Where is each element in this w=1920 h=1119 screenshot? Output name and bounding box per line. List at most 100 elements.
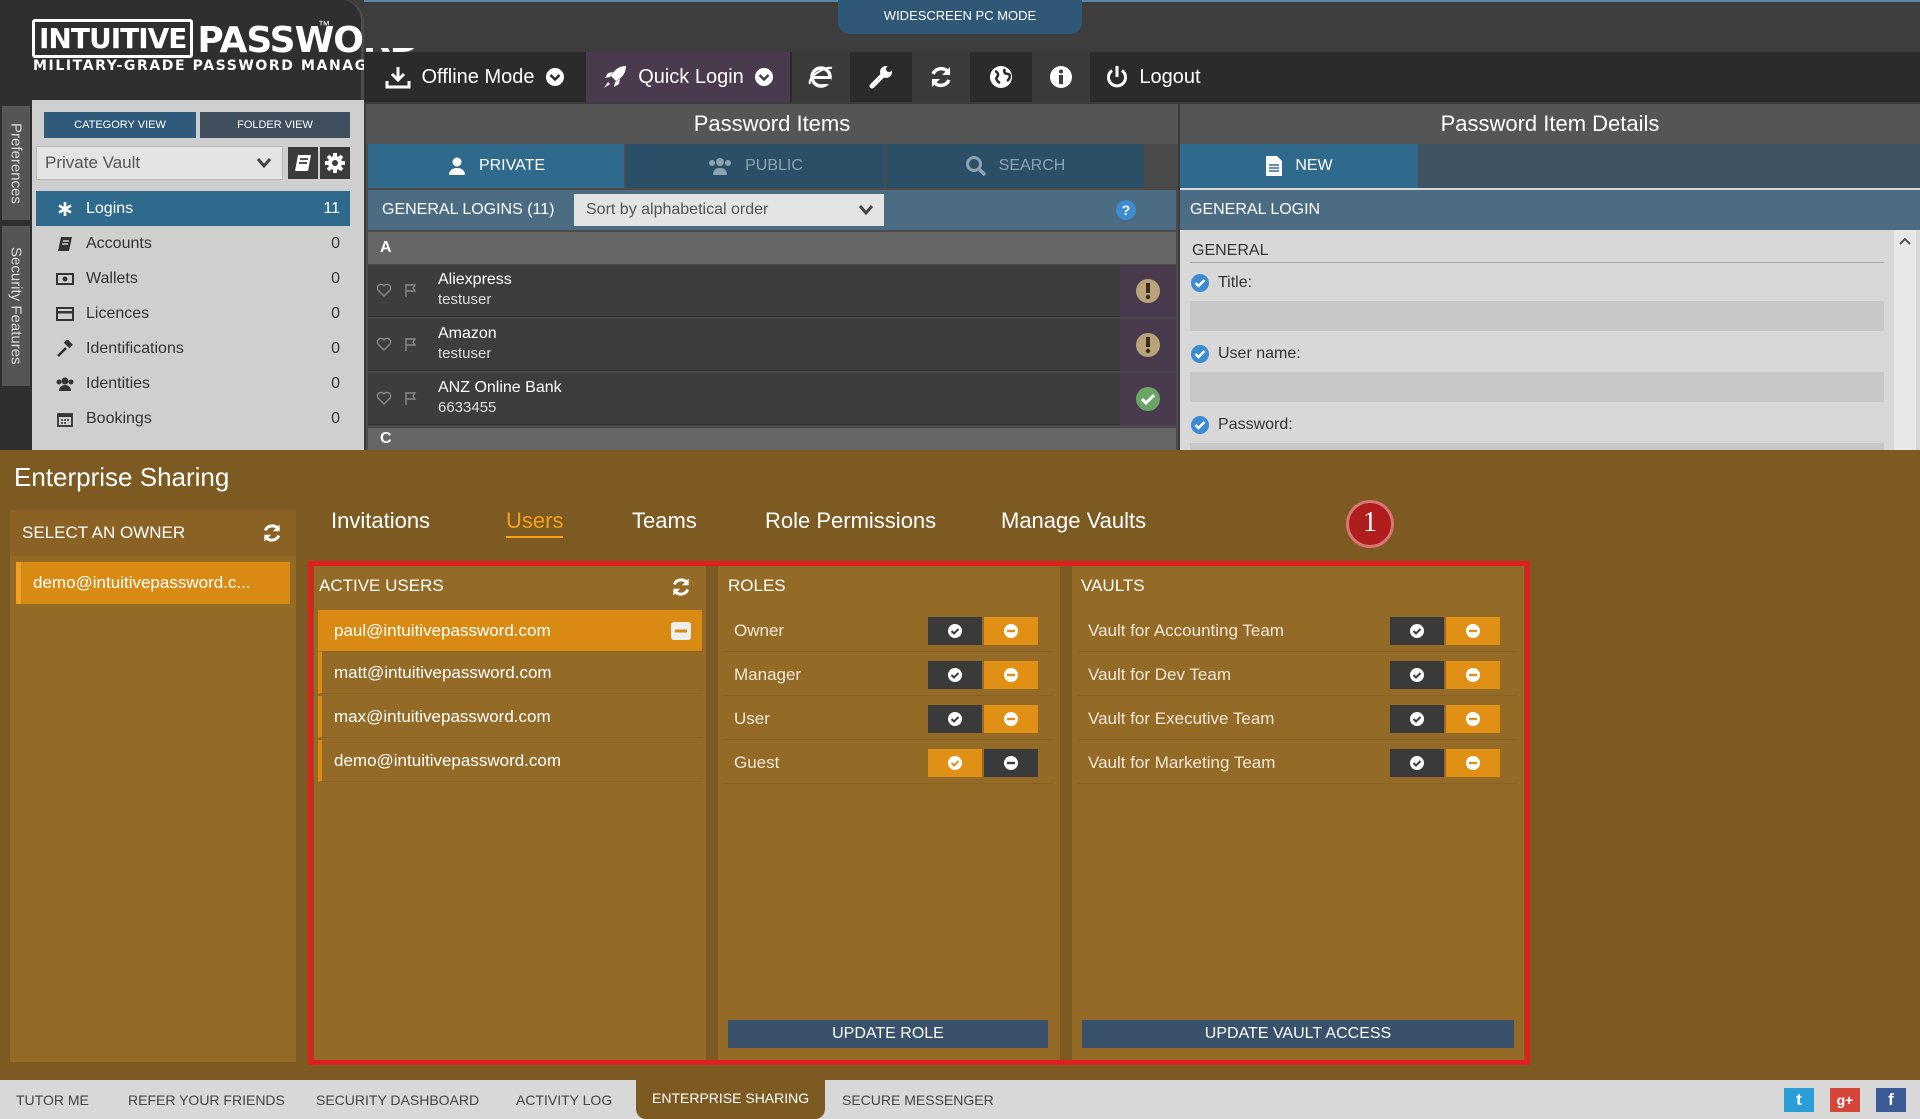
security-features-tab[interactable]: Security Features bbox=[2, 226, 30, 386]
password-row-aliexpress[interactable]: Aliexpress testuser bbox=[368, 265, 1176, 317]
role-deny-toggle[interactable] bbox=[984, 705, 1038, 733]
new-item-tab[interactable]: NEW bbox=[1180, 144, 1418, 188]
vault-allow-toggle[interactable] bbox=[1390, 661, 1444, 689]
vault-allow-toggle[interactable] bbox=[1390, 617, 1444, 645]
role-deny-toggle[interactable] bbox=[984, 617, 1038, 645]
password-row-amazon[interactable]: Amazon testuser bbox=[368, 319, 1176, 371]
vault-deny-toggle[interactable] bbox=[1446, 661, 1500, 689]
heart-icon[interactable] bbox=[376, 391, 392, 405]
heart-icon[interactable] bbox=[376, 337, 392, 351]
title-label: Title: bbox=[1190, 273, 1252, 293]
password-input[interactable] bbox=[1190, 443, 1884, 450]
category-logins[interactable]: Logins 11 bbox=[36, 191, 350, 226]
flag-icon[interactable] bbox=[404, 337, 418, 351]
role-allow-toggle[interactable] bbox=[928, 705, 982, 733]
user-row-max[interactable]: max@intuitivepassword.com bbox=[318, 696, 702, 738]
category-wallets[interactable]: Wallets 0 bbox=[36, 261, 350, 296]
nav-activity-log[interactable]: ACTIVITY LOG bbox=[516, 1092, 613, 1108]
role-allow-toggle[interactable] bbox=[928, 661, 982, 689]
user-row-matt[interactable]: matt@intuitivepassword.com bbox=[318, 652, 702, 694]
update-role-button[interactable]: UPDATE ROLE bbox=[728, 1020, 1048, 1048]
nav-refer-friends[interactable]: REFER YOUR FRIENDS bbox=[128, 1092, 285, 1108]
item-name: Aliexpress bbox=[438, 271, 512, 288]
user-row-paul[interactable]: paul@intuitivepassword.com bbox=[318, 610, 702, 652]
category-accounts[interactable]: Accounts 0 bbox=[36, 226, 350, 261]
info-button[interactable] bbox=[1032, 52, 1090, 102]
notebook-button[interactable] bbox=[288, 147, 318, 179]
sync-button[interactable] bbox=[912, 52, 970, 102]
tab-search[interactable]: SEARCH bbox=[886, 144, 1144, 188]
logout-label: Logout bbox=[1139, 65, 1201, 88]
minus-square-icon[interactable] bbox=[670, 621, 692, 641]
book-icon bbox=[54, 236, 76, 252]
minus-circle-icon bbox=[1465, 623, 1481, 639]
role-deny-toggle[interactable] bbox=[984, 749, 1038, 777]
category-identities[interactable]: Identities 0 bbox=[36, 366, 350, 401]
browser-button[interactable] bbox=[792, 52, 850, 102]
vault-deny-toggle[interactable] bbox=[1446, 705, 1500, 733]
item-username: testuser bbox=[438, 345, 492, 362]
vault-allow-toggle[interactable] bbox=[1390, 749, 1444, 777]
tab-role-permissions[interactable]: Role Permissions bbox=[765, 508, 937, 533]
owner-item[interactable]: demo@intuitivepassword.c... bbox=[16, 562, 290, 604]
role-allow-toggle[interactable] bbox=[928, 617, 982, 645]
tab-search-label: SEARCH bbox=[998, 157, 1066, 174]
user-row-demo[interactable]: demo@intuitivepassword.com bbox=[318, 740, 702, 782]
offline-mode-button[interactable]: Offline Mode bbox=[366, 52, 584, 102]
quick-login-button[interactable]: Quick Login bbox=[586, 52, 790, 102]
tab-users[interactable]: Users bbox=[506, 508, 564, 538]
item-username: 6633455 bbox=[438, 399, 497, 416]
vault-allow-toggle[interactable] bbox=[1390, 705, 1444, 733]
role-allow-toggle[interactable] bbox=[928, 749, 982, 777]
password-row-anz[interactable]: ANZ Online Bank 6633455 bbox=[368, 373, 1176, 425]
role-name: Manager bbox=[734, 665, 802, 684]
widescreen-mode-tab[interactable]: WIDESCREEN PC MODE bbox=[838, 0, 1082, 34]
category-licences[interactable]: Licences 0 bbox=[36, 296, 350, 331]
vault-deny-toggle[interactable] bbox=[1446, 617, 1500, 645]
warning-icon bbox=[1120, 319, 1176, 371]
nav-security-dashboard[interactable]: SECURITY DASHBOARD bbox=[316, 1092, 480, 1108]
vault-name: Vault for Dev Team bbox=[1088, 665, 1231, 684]
nav-enterprise-sharing[interactable]: ENTERPRISE SHARING bbox=[636, 1080, 826, 1119]
category-identifications[interactable]: Identifications 0 bbox=[36, 331, 350, 366]
refresh-icon[interactable] bbox=[669, 576, 693, 598]
vault-select[interactable]: Private Vault bbox=[36, 146, 283, 180]
sort-select[interactable]: Sort by alphabetical order bbox=[574, 194, 884, 226]
google-plus-icon[interactable]: g+ bbox=[1830, 1088, 1860, 1112]
role-deny-toggle[interactable] bbox=[984, 661, 1038, 689]
nav-secure-messenger[interactable]: SECURE MESSENGER bbox=[842, 1092, 994, 1108]
vault-settings-button[interactable] bbox=[320, 147, 350, 179]
preferences-tab[interactable]: Preferences bbox=[2, 106, 30, 220]
help-icon[interactable]: ? bbox=[1116, 200, 1136, 220]
refresh-icon[interactable] bbox=[260, 522, 284, 544]
tab-manage-vaults[interactable]: Manage Vaults bbox=[1001, 508, 1147, 533]
vault-row-accounting: Vault for Accounting Team bbox=[1078, 610, 1518, 652]
tab-public[interactable]: PUBLIC bbox=[626, 144, 884, 188]
minus-circle-icon bbox=[1465, 667, 1481, 683]
username-input[interactable] bbox=[1190, 372, 1884, 402]
folder-view-button[interactable]: FOLDER VIEW bbox=[200, 112, 350, 138]
tools-button[interactable] bbox=[852, 52, 910, 102]
minus-circle-icon bbox=[1465, 711, 1481, 727]
update-vault-access-button[interactable]: UPDATE VAULT ACCESS bbox=[1082, 1020, 1514, 1048]
tab-invitations[interactable]: Invitations bbox=[331, 508, 431, 533]
twitter-icon[interactable]: t bbox=[1784, 1088, 1814, 1112]
tab-teams[interactable]: Teams bbox=[632, 508, 697, 533]
item-name: Amazon bbox=[438, 325, 497, 342]
category-bookings[interactable]: Bookings 0 bbox=[36, 401, 350, 436]
tab-private[interactable]: PRIVATE bbox=[368, 144, 624, 188]
details-scrollbar[interactable] bbox=[1894, 230, 1916, 450]
vaults-column bbox=[1072, 566, 1524, 1060]
facebook-icon[interactable]: f bbox=[1876, 1088, 1906, 1112]
category-view-button[interactable]: CATEGORY VIEW bbox=[44, 112, 196, 138]
minus-circle-icon bbox=[1003, 755, 1019, 771]
nav-tutor-me[interactable]: TUTOR ME bbox=[16, 1092, 89, 1108]
flag-icon[interactable] bbox=[404, 391, 418, 405]
flag-icon[interactable] bbox=[404, 283, 418, 297]
logout-button[interactable]: Logout bbox=[1092, 52, 1214, 102]
logo-box-text: INTUITIVE bbox=[32, 19, 194, 58]
vault-deny-toggle[interactable] bbox=[1446, 749, 1500, 777]
title-input[interactable] bbox=[1190, 301, 1884, 331]
heart-icon[interactable] bbox=[376, 283, 392, 297]
web-button[interactable] bbox=[972, 52, 1030, 102]
